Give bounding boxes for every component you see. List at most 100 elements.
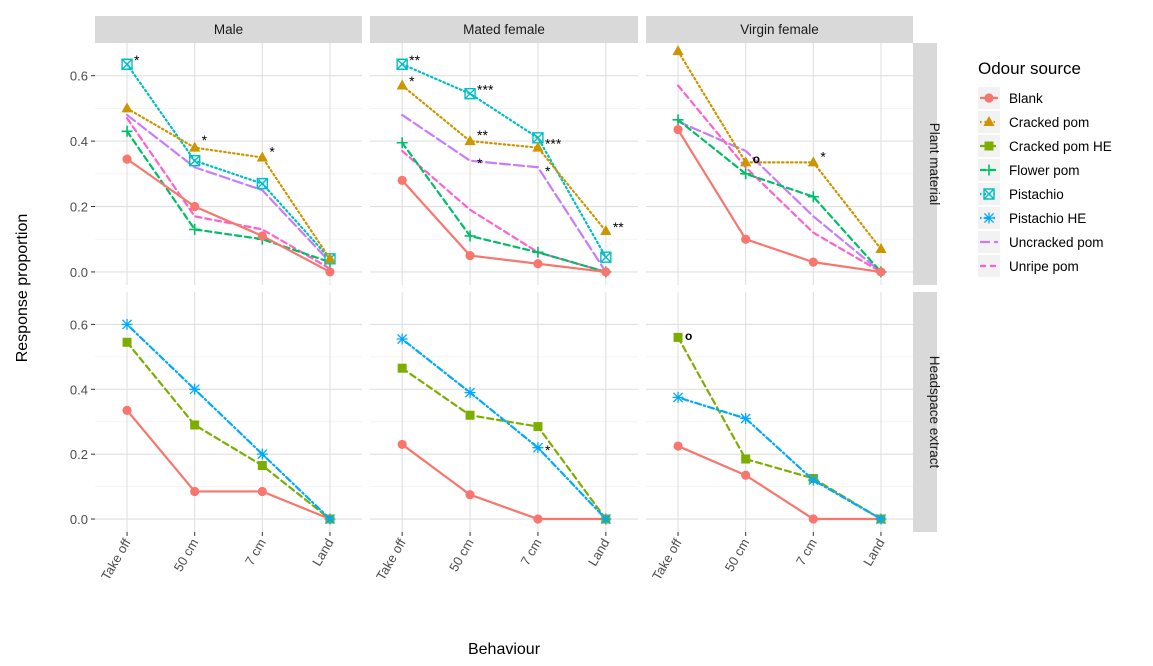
significance-label: * — [202, 132, 208, 148]
y-tick-label: 0.6 — [70, 317, 88, 332]
panel-male-headspace-extract — [95, 292, 362, 532]
panel-background — [95, 292, 362, 532]
y-tick-label: 0.2 — [70, 447, 88, 462]
x-tick-label: 7 cm — [242, 536, 269, 568]
facet-strip-headspace-extract: Headspace extract — [913, 292, 942, 532]
data-point-pistachio-he — [396, 333, 408, 345]
series-group-mated-female-plant-material — [396, 58, 612, 278]
x-tick-label: 7 cm — [517, 536, 544, 568]
legend-key-marker — [984, 93, 994, 103]
significance-label: ** — [477, 127, 488, 143]
series-group-mated-female-headspace-extract — [396, 333, 612, 525]
series-line-unripe-pom — [676, 84, 883, 274]
strip-label: Plant material — [927, 123, 942, 206]
data-point-cracked-pom — [396, 79, 408, 90]
strip-background — [370, 16, 638, 43]
data-point-pistachio-he — [121, 318, 133, 330]
series-group-male-plant-material — [121, 58, 336, 277]
data-point-pistachio — [396, 58, 408, 70]
data-point-pistachio — [188, 155, 201, 167]
data-point-blank — [397, 439, 407, 450]
significance-label: * — [820, 148, 826, 164]
series-line-pistachio-he — [401, 337, 607, 521]
significance-label: *** — [545, 135, 562, 151]
legend-label: Uncracked pom — [1009, 235, 1104, 250]
data-point-flower-pom — [532, 246, 544, 258]
legend-item-cracked-pom: Cracked pom — [978, 111, 1089, 133]
series-line-cracked-pom — [401, 84, 607, 233]
data-point-blank — [325, 267, 335, 277]
legend-label: Cracked pom HE — [1009, 139, 1112, 154]
x-tick-label: Land — [585, 536, 612, 569]
data-point-pistachio-he — [807, 474, 819, 486]
significance-label: o — [685, 329, 692, 343]
data-point-pistachio — [600, 251, 612, 263]
data-point-pistachio — [532, 132, 544, 144]
data-point-cracked-pom — [464, 135, 476, 146]
series-line-cracked-pom-he — [676, 336, 883, 521]
significance-label: * — [545, 442, 551, 458]
y-tick-label: 0.4 — [70, 382, 88, 397]
series-line-uncracked-pom — [125, 113, 332, 264]
x-tick-label: Take off — [373, 536, 409, 583]
significance-label: ** — [409, 52, 420, 68]
legend-label: Blank — [1009, 91, 1043, 106]
data-point-blank — [673, 125, 683, 135]
legend-key-marker — [983, 116, 995, 126]
series-group-virgin-female-headspace-extract — [672, 332, 887, 525]
x-tick-label: 7 cm — [793, 536, 820, 568]
data-point-pistachio-he — [875, 513, 887, 525]
strip-label: Mated female — [463, 22, 545, 37]
data-point-cracked-pom-he — [397, 363, 407, 373]
panel-virgin-female-plant-material — [646, 43, 913, 285]
data-point-pistachio-he — [189, 383, 201, 395]
data-point-blank — [122, 405, 132, 415]
data-point-cracked-pom — [121, 102, 133, 113]
data-point-blank — [673, 441, 683, 451]
series-line-pistachio — [125, 63, 332, 260]
series-line-cracked-pom — [125, 107, 332, 260]
data-point-blank — [397, 175, 407, 185]
series-line-pistachio-he — [125, 323, 332, 521]
data-point-cracked-pom-he — [465, 410, 475, 420]
x-tick-label: 50 cm — [171, 536, 202, 574]
series-line-uncracked-pom — [676, 120, 883, 274]
significance-label: * — [477, 155, 483, 171]
series-line-blank — [401, 179, 607, 274]
strip-label: Male — [214, 22, 243, 37]
data-point-pistachio — [121, 58, 133, 70]
data-point-blank — [808, 514, 818, 524]
facet-strip-virgin-female: Virgin female — [646, 16, 913, 43]
y-tick-label: 0.0 — [70, 265, 88, 280]
legend-key-background — [978, 255, 1000, 277]
legend-item-pistachio-he: Pistachio HE — [978, 207, 1086, 229]
data-point-blank — [465, 490, 475, 500]
legend-item-flower-pom: Flower pom — [978, 159, 1080, 181]
data-point-blank — [257, 486, 267, 497]
data-point-blank — [741, 470, 751, 480]
data-point-cracked-pom — [532, 141, 544, 152]
data-point-cracked-pom — [875, 243, 887, 254]
data-point-cracked-pom-he — [257, 461, 267, 471]
data-point-pistachio-he — [256, 448, 268, 460]
data-point-pistachio-he — [464, 387, 476, 399]
data-point-pistachio — [256, 177, 269, 190]
data-point-cracked-pom — [256, 151, 268, 162]
legend-key-marker — [983, 188, 995, 200]
legend-item-pistachio: Pistachio — [978, 183, 1064, 205]
data-point-blank — [257, 231, 267, 241]
legend-label: Pistachio HE — [1009, 211, 1086, 226]
data-point-flower-pom — [807, 191, 819, 203]
series-group-male-headspace-extract — [121, 318, 336, 525]
x-tick-label: Take off — [98, 536, 134, 583]
significance-label: * — [134, 52, 140, 68]
legend-title: Odour source — [978, 59, 1081, 78]
significance-label: o — [753, 152, 760, 166]
series-line-unripe-pom — [125, 117, 332, 270]
data-point-blank — [190, 201, 200, 212]
legend-label: Cracked pom — [1009, 115, 1089, 130]
series-line-flower-pom — [676, 118, 883, 274]
significance-label: *** — [477, 81, 494, 97]
